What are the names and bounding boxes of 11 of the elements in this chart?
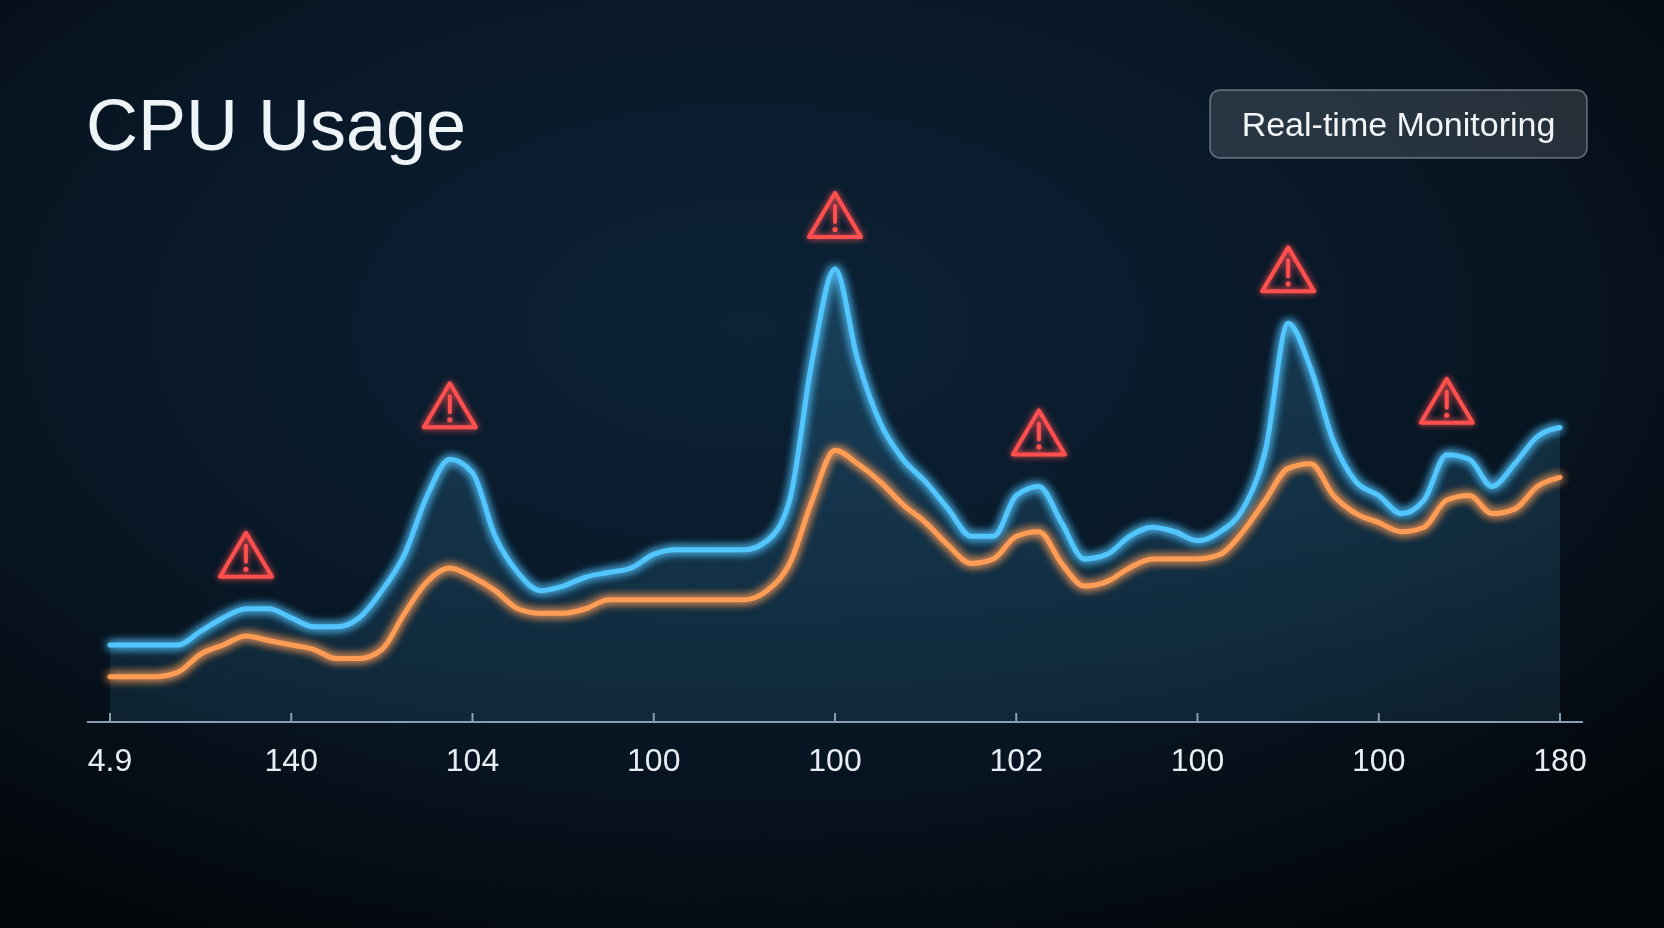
x-tick-label: 100 (1170, 742, 1225, 778)
x-tick-label: 100 (1352, 742, 1406, 778)
x-tick-label: 100 (808, 742, 862, 778)
x-tick-label: 4.9 (87, 742, 133, 778)
x-tick-label: 100 (627, 742, 681, 778)
x-tick-label: 102 (989, 742, 1043, 778)
chart-subtitle: Real-time Monitoring (1241, 105, 1556, 143)
x-tick-label: 140 (264, 742, 318, 778)
chart-title: CPU Usage (86, 85, 467, 165)
x-tick-label: 180 (1533, 742, 1587, 778)
x-tick-label: 104 (445, 742, 500, 778)
